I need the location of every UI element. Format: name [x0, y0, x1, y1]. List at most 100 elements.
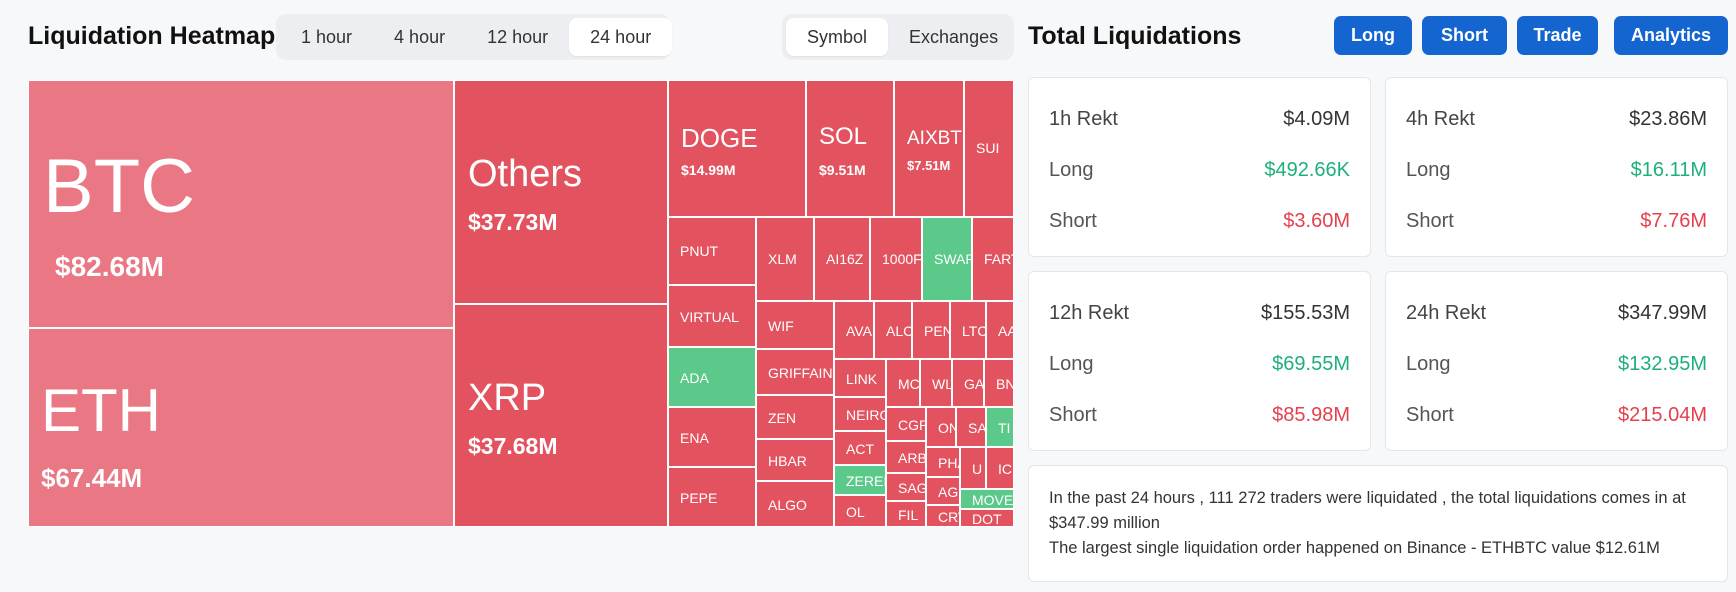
tile-cgp[interactable]: CGP	[886, 407, 926, 441]
tile-swar[interactable]: SWAR	[922, 217, 972, 301]
tile-ena[interactable]: ENA	[668, 407, 756, 467]
tile-symbol: ZEREI	[846, 473, 886, 489]
tile-griffain[interactable]: GRIFFAIN	[756, 349, 834, 395]
tile-others[interactable]: Others $37.73M	[454, 80, 668, 304]
tile-symbol: LINK	[846, 371, 878, 387]
tile-act[interactable]: ACT	[834, 431, 886, 465]
tile-dot[interactable]: DOT	[960, 509, 1014, 527]
tile-sui[interactable]: SUI	[964, 80, 1014, 217]
tile-symbol: PNUT	[680, 243, 719, 259]
tile-symbol: SA	[968, 420, 986, 436]
tab-1-hour[interactable]: 1 hour	[301, 27, 353, 47]
long-value: $132.95M	[1618, 352, 1707, 375]
short-label: Short	[1049, 209, 1097, 232]
tile-symbol: ALC	[886, 323, 912, 339]
tile-pepe[interactable]: PEPE	[668, 467, 756, 527]
tile-symbol: VIRTUAL	[680, 309, 739, 325]
short-value: $85.98M	[1272, 403, 1350, 426]
tile-symbol: WL	[932, 376, 952, 392]
tile-symbol: Others	[468, 153, 583, 195]
tile-on[interactable]: ON	[926, 407, 956, 447]
tile-algo[interactable]: ALGO	[756, 481, 834, 527]
tile-pen[interactable]: PEN	[912, 301, 950, 359]
tile-symbol: ON	[938, 420, 955, 436]
tile-aixbt[interactable]: AIXBT $7.51M	[894, 80, 964, 217]
card-total: $23.86M	[1629, 107, 1707, 130]
analytics-button[interactable]: Analytics	[1614, 16, 1728, 55]
tile-symbol: WIF	[768, 318, 794, 334]
tile-u[interactable]: U	[960, 447, 986, 489]
tile-value: $9.51M	[819, 162, 866, 178]
tab-4-hour[interactable]: 4 hour	[394, 27, 446, 47]
tile-pnut[interactable]: PNUT	[668, 217, 756, 285]
tile-aa[interactable]: AA	[986, 301, 1014, 359]
liquidation-summary: In the past 24 hours , 111 272 traders w…	[1028, 465, 1728, 582]
tile-symbol: DOGE	[681, 123, 758, 153]
tile-symbol: MC	[898, 376, 920, 392]
tile-symbol: SAG	[898, 480, 926, 496]
tile-fil[interactable]: FIL	[886, 501, 926, 527]
tile-ava[interactable]: AVA	[834, 301, 874, 359]
tile-ada[interactable]: ADA	[668, 347, 756, 407]
tab-symbol[interactable]: Symbol	[786, 18, 889, 56]
tab-12-hour[interactable]: 12 hour	[487, 27, 549, 47]
short-button[interactable]: Short	[1422, 16, 1507, 55]
tile-eth[interactable]: ETH $67.44M	[28, 328, 454, 527]
tile-symbol: ALGO	[768, 497, 807, 513]
tile-symbol: BTC	[43, 144, 195, 229]
tile-doge[interactable]: DOGE $14.99M	[668, 80, 806, 217]
long-value: $492.66K	[1264, 158, 1350, 181]
tile-ai16z[interactable]: AI16Z	[814, 217, 870, 301]
rekt-card-4h: 4h Rekt $23.86M Long $16.11M Short $7.76…	[1385, 77, 1728, 257]
tile-neiro[interactable]: NEIRO	[834, 397, 886, 431]
tile-ol[interactable]: OL	[834, 495, 886, 527]
tile-zen[interactable]: ZEN	[756, 395, 834, 439]
tile-symbol: MOVE	[972, 492, 1014, 508]
tile-agl[interactable]: AGL	[926, 477, 960, 505]
tile-ga[interactable]: GA	[952, 359, 984, 407]
rekt-card-12h: 12h Rekt $155.53M Long $69.55M Short $85…	[1028, 271, 1371, 451]
long-button[interactable]: Long	[1334, 16, 1412, 55]
tile-xrp[interactable]: XRP $37.68M	[454, 304, 668, 527]
tile-sa[interactable]: SA	[956, 407, 986, 447]
tile-xlm[interactable]: XLM	[756, 217, 814, 301]
tile-1000f[interactable]: 1000F	[870, 217, 922, 301]
summary-line-1: In the past 24 hours , 111 272 traders w…	[1049, 489, 1686, 532]
tile-zerei[interactable]: ZEREI	[834, 465, 886, 495]
tile-pha[interactable]: PHA	[926, 447, 960, 477]
tile-wl[interactable]: WL	[920, 359, 952, 407]
tile-bn[interactable]: BN	[984, 359, 1014, 407]
tile-ti[interactable]: TI	[986, 407, 1014, 447]
tab-exchanges[interactable]: Exchanges	[909, 27, 999, 47]
tile-symbol: AA	[998, 323, 1013, 339]
tile-crv[interactable]: CRV	[926, 505, 960, 527]
tile-ic[interactable]: IC	[986, 447, 1014, 489]
tile-symbol: XRP	[468, 377, 547, 419]
tile-link[interactable]: LINK	[834, 359, 886, 397]
tile-symbol: ENA	[680, 430, 709, 446]
card-total: $4.09M	[1283, 107, 1350, 130]
tile-hbar[interactable]: HBAR	[756, 439, 834, 481]
tile-symbol: U	[972, 461, 983, 477]
tab-24-hour[interactable]: 24 hour	[569, 18, 673, 56]
tile-sol[interactable]: SOL $9.51M	[806, 80, 894, 217]
tile-btc[interactable]: BTC $82.68M	[28, 80, 454, 328]
tile-mc[interactable]: MC	[886, 359, 920, 407]
tile-sag[interactable]: SAG	[886, 473, 926, 501]
tile-value: $14.99M	[681, 162, 736, 178]
tile-wif[interactable]: WIF	[756, 301, 834, 349]
long-label: Long	[1049, 352, 1094, 375]
tile-symbol: DOT	[972, 511, 1002, 527]
trade-button[interactable]: Trade	[1517, 16, 1598, 55]
tile-virtual[interactable]: VIRTUAL	[668, 285, 756, 347]
tile-alc[interactable]: ALC	[874, 301, 912, 359]
tile-symbol: IC	[998, 461, 1012, 477]
tile-fart[interactable]: FART	[972, 217, 1014, 301]
tile-symbol: AGL	[938, 484, 959, 500]
tile-symbol: FIL	[898, 507, 919, 523]
tile-ltc[interactable]: LTC	[950, 301, 986, 359]
short-value: $7.76M	[1640, 209, 1707, 232]
rekt-card-1h: 1h Rekt $4.09M Long $492.66K Short $3.60…	[1028, 77, 1371, 257]
tile-move[interactable]: MOVE	[960, 489, 1014, 509]
tile-arb[interactable]: ARB	[886, 441, 926, 473]
